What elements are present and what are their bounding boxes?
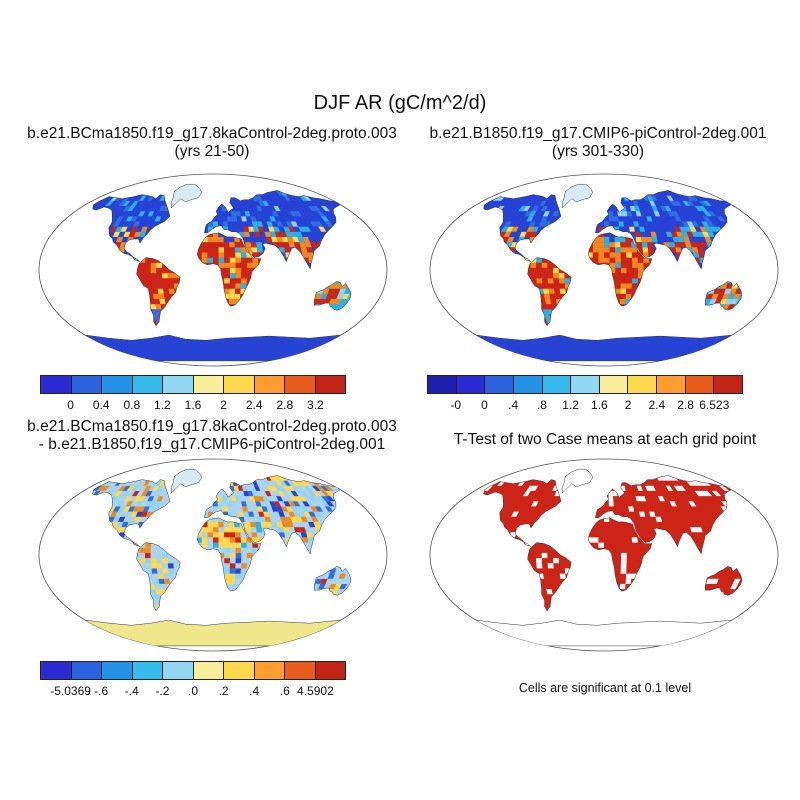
map-bottom-left bbox=[30, 455, 396, 655]
panel-title-line2: (yrs 21-50) bbox=[174, 143, 250, 160]
colorbar-labels: -5.0369 -.6 -.4 -.2 .0 .2 .4 .6 4.5902 bbox=[40, 680, 346, 698]
colorbar-segment bbox=[315, 376, 345, 393]
colorbar-segment bbox=[513, 376, 543, 393]
colorbar-tick-label: 2.4 bbox=[648, 398, 666, 412]
colorbar-segment bbox=[41, 662, 72, 679]
panel-title-line1: b.e21.B1850.f19_g17.CMIP6-piControl-2deg… bbox=[429, 125, 767, 142]
panel-title-top-right: b.e21.B1850.f19_g17.CMIP6-piControl-2deg… bbox=[398, 125, 798, 161]
colorbar-segment bbox=[132, 376, 163, 393]
colorbar-tick-label: .0 bbox=[187, 684, 199, 698]
colorbar-segment bbox=[685, 376, 715, 393]
colorbar-tick-label: -.4 bbox=[124, 684, 139, 698]
colorbar-tick-label: 1.6 bbox=[591, 398, 608, 412]
panel-title-bottom-left: b.e21.BCma1850.f19_g17.8kaControl-2deg.p… bbox=[2, 418, 422, 454]
colorbar-labels: 0 0.4 0.8 1.2 1.6 2 2.4 2.8 3.2 bbox=[40, 394, 346, 412]
world-map-svg bbox=[429, 458, 779, 652]
colorbar-tick-label: 0 bbox=[481, 398, 488, 412]
colorbar-segment bbox=[102, 662, 133, 679]
colorbar-segment bbox=[224, 662, 255, 679]
map-top-right bbox=[421, 170, 787, 370]
panel-title-line1: b.e21.BCma1850.f19_g17.8kaControl-2deg.p… bbox=[27, 125, 397, 142]
colorbar-top-left: 0 0.4 0.8 1.2 1.6 2 2.4 2.8 3.2 bbox=[40, 375, 346, 419]
colorbar-tick-label: -0 bbox=[450, 398, 462, 412]
colorbar-segment bbox=[193, 376, 224, 393]
coastlines bbox=[475, 468, 743, 647]
world-map-svg bbox=[38, 173, 388, 367]
panel-title-bottom-right: T-Test of two Case means at each grid po… bbox=[405, 431, 800, 449]
grid-cells bbox=[483, 190, 742, 325]
colorbar-segment bbox=[542, 376, 572, 393]
colorbar bbox=[427, 375, 743, 394]
colorbar-tick-label: 2.8 bbox=[276, 398, 294, 412]
colorbar-segment bbox=[254, 376, 285, 393]
colorbar-segment bbox=[657, 376, 686, 393]
colorbar-segment bbox=[163, 662, 194, 679]
significance-caption: Cells are significant at 0.1 level bbox=[518, 681, 692, 695]
colorbar-tick-label: 1.6 bbox=[184, 398, 202, 412]
colorbar-tick-label: 2 bbox=[624, 398, 632, 412]
figure-title: DJF AR (gC/m^2/d) bbox=[313, 92, 487, 114]
colorbar-tick-label: .4 bbox=[249, 684, 260, 698]
colorbar-tick-label: 0.8 bbox=[123, 398, 141, 412]
colorbar-tick-label: 2.8 bbox=[677, 398, 694, 412]
colorbar-top-right: -0 0 .4 .8 1.2 1.6 2 2.4 2.8 6.523 bbox=[427, 375, 743, 419]
panel-title-line2: - b.e21.B1850.f19_g17.CMIP6-piControl-2d… bbox=[38, 436, 386, 453]
panel-title-top-left: b.e21.BCma1850.f19_g17.8kaControl-2deg.p… bbox=[2, 125, 422, 161]
colorbar-segment bbox=[571, 376, 600, 393]
colorbar-segment bbox=[428, 376, 457, 393]
colorbar-tick-label: 6.523 bbox=[699, 398, 730, 412]
map-bottom-right bbox=[421, 455, 787, 655]
colorbar-tick-label: 0.4 bbox=[92, 398, 110, 412]
colorbar-segment bbox=[71, 662, 102, 679]
colorbar-tick-label: 4.5902 bbox=[297, 684, 334, 698]
colorbar-segment bbox=[102, 376, 133, 393]
colorbar-segment bbox=[41, 376, 72, 393]
colorbar-segment bbox=[224, 376, 255, 393]
map-top-left bbox=[30, 170, 396, 370]
colorbar-tick-label: .8 bbox=[536, 398, 547, 412]
colorbar-segment bbox=[163, 376, 194, 393]
panel-title-line1: T-Test of two Case means at each grid po… bbox=[453, 431, 757, 448]
colorbar bbox=[40, 375, 346, 394]
colorbar-tick-label: 2 bbox=[220, 398, 227, 412]
panel-title-line2: (yrs 301-330) bbox=[551, 143, 645, 160]
colorbar-segment bbox=[315, 662, 345, 679]
colorbar-segment bbox=[628, 376, 658, 393]
colorbar-tick-label: .4 bbox=[508, 398, 519, 412]
colorbar-segment bbox=[285, 376, 316, 393]
colorbar-segment bbox=[254, 662, 285, 679]
colorbar-tick-label: -.2 bbox=[155, 684, 170, 698]
colorbar-tick-label: 3.2 bbox=[307, 398, 324, 412]
colorbar-segment bbox=[132, 662, 163, 679]
world-map-svg bbox=[38, 458, 388, 652]
world-map-svg bbox=[429, 173, 779, 367]
colorbar-segment bbox=[485, 376, 514, 393]
colorbar-segment bbox=[71, 376, 102, 393]
colorbar-tick-label: .2 bbox=[218, 684, 229, 698]
colorbar-tick-label: .6 bbox=[279, 684, 290, 698]
colorbar-segment bbox=[285, 662, 316, 679]
colorbar-segment bbox=[193, 662, 224, 679]
colorbar-tick-label: 1.2 bbox=[154, 398, 171, 412]
grid-cells bbox=[92, 190, 351, 325]
colorbar-tick-label: -5.0369 bbox=[50, 684, 91, 698]
panel-title-line1: b.e21.BCma1850.f19_g17.8kaControl-2deg.p… bbox=[27, 418, 397, 435]
colorbar-segment bbox=[599, 376, 629, 393]
colorbar-segment bbox=[456, 376, 486, 393]
colorbar bbox=[40, 661, 346, 680]
colorbar-tick-label: 1.2 bbox=[562, 398, 579, 412]
colorbar-tick-label: -.6 bbox=[94, 684, 109, 698]
colorbar-bottom-left: -5.0369 -.6 -.4 -.2 .0 .2 .4 .6 4.5902 bbox=[40, 661, 346, 705]
colorbar-segment bbox=[714, 376, 743, 393]
colorbar-tick-label: 0 bbox=[67, 398, 74, 412]
colorbar-tick-label: 2.4 bbox=[245, 398, 263, 412]
colorbar-labels: -0 0 .4 .8 1.2 1.6 2 2.4 2.8 6.523 bbox=[427, 394, 743, 412]
